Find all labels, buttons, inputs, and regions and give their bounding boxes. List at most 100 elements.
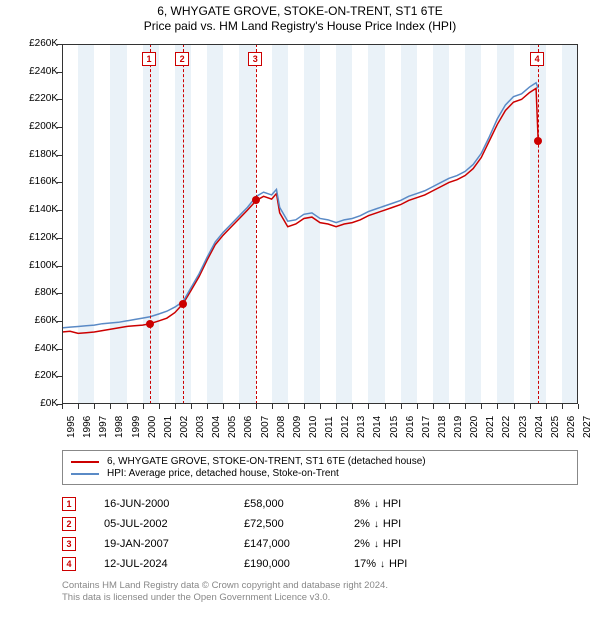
arrow-down-icon: ↓ (380, 559, 385, 570)
diff-pct: 17% (354, 558, 376, 570)
chart-container: 6, WHYGATE GROVE, STOKE-ON-TRENT, ST1 6T… (0, 0, 600, 620)
diff-pct: 2% (354, 538, 370, 550)
x-tick-mark (336, 404, 337, 409)
legend: 6, WHYGATE GROVE, STOKE-ON-TRENT, ST1 6T… (62, 450, 578, 485)
x-tick-mark (465, 404, 466, 409)
y-tick-label: £200K (6, 121, 58, 132)
x-tick-label: 2027 (582, 416, 593, 438)
sales-row-diff: 8%↓HPI (354, 498, 474, 510)
x-tick-label: 2002 (179, 416, 190, 438)
y-tick-label: £160K (6, 176, 58, 187)
legend-swatch (71, 473, 99, 475)
x-tick-label: 2021 (485, 416, 496, 438)
x-tick-mark (433, 404, 434, 409)
sales-row-diff: 2% ↓ HPI (354, 538, 474, 550)
x-tick-mark (191, 404, 192, 409)
x-tick-mark (417, 404, 418, 409)
x-tick-mark (562, 404, 563, 409)
sales-row-diff: 2%↓HPI (354, 518, 474, 530)
diff-vs: HPI (389, 558, 407, 570)
x-tick-mark (127, 404, 128, 409)
x-tick-mark (223, 404, 224, 409)
x-tick-mark (352, 404, 353, 409)
x-tick-mark (239, 404, 240, 409)
sales-row-date: 05-JUL-2002 (104, 518, 244, 530)
x-tick-label: 2008 (276, 416, 287, 438)
y-tick-label: £80K (6, 287, 58, 298)
x-tick-label: 2022 (501, 416, 512, 438)
x-tick-label: 2013 (356, 416, 367, 438)
sales-row-marker: 1 (62, 497, 76, 511)
x-tick-label: 2019 (453, 416, 464, 438)
sales-row-date: 16-JUN-2000 (104, 498, 244, 510)
x-tick-mark (320, 404, 321, 409)
legend-row: 6, WHYGATE GROVE, STOKE-ON-TRENT, ST1 6T… (71, 456, 569, 467)
y-tick-label: £0K (6, 398, 58, 409)
diff-pct: 8% (354, 498, 370, 510)
y-tick-label: £60K (6, 315, 58, 326)
x-tick-mark (143, 404, 144, 409)
x-tick-label: 1999 (131, 416, 142, 438)
sales-row-price: £72,500 (244, 518, 354, 530)
y-tick-label: £260K (6, 38, 58, 49)
sales-row-price: £190,000 (244, 558, 354, 570)
x-tick-mark (62, 404, 63, 409)
x-tick-label: 2023 (518, 416, 529, 438)
x-tick-label: 1995 (66, 416, 77, 438)
diff-vs: HPI (383, 518, 401, 530)
sales-row-date: 12-JUL-2024 (104, 558, 244, 570)
y-tick-label: £180K (6, 149, 58, 160)
legend-label: HPI: Average price, detached house, Stok… (107, 468, 339, 479)
x-tick-mark (94, 404, 95, 409)
x-tick-mark (481, 404, 482, 409)
sales-row-price: £58,000 (244, 498, 354, 510)
x-tick-label: 2005 (227, 416, 238, 438)
x-tick-label: 2026 (566, 416, 577, 438)
plot-border (62, 44, 578, 404)
x-tick-mark (514, 404, 515, 409)
x-tick-label: 2016 (405, 416, 416, 438)
y-tick-label: £220K (6, 93, 58, 104)
diff-vs: HPI (383, 498, 401, 510)
x-tick-label: 2003 (195, 416, 206, 438)
y-tick-label: £240K (6, 66, 58, 77)
sales-row: 205-JUL-2002£72,5002%↓HPI (62, 514, 578, 534)
x-tick-label: 2020 (469, 416, 480, 438)
x-tick-label: 1998 (114, 416, 125, 438)
x-tick-mark (546, 404, 547, 409)
x-tick-label: 2006 (243, 416, 254, 438)
x-tick-mark (110, 404, 111, 409)
title-line-1: 6, WHYGATE GROVE, STOKE-ON-TRENT, ST1 6T… (0, 4, 600, 18)
x-tick-mark (175, 404, 176, 409)
y-tick-label: £40K (6, 343, 58, 354)
x-tick-label: 2012 (340, 416, 351, 438)
x-tick-label: 2025 (550, 416, 561, 438)
y-tick-label: £100K (6, 260, 58, 271)
x-tick-label: 2014 (372, 416, 383, 438)
x-tick-mark (272, 404, 273, 409)
y-tick-label: £140K (6, 204, 58, 215)
x-tick-mark (530, 404, 531, 409)
x-tick-mark (401, 404, 402, 409)
x-tick-mark (449, 404, 450, 409)
footer-line-1: Contains HM Land Registry data © Crown c… (62, 580, 578, 592)
diff-vs: HPI (383, 538, 401, 550)
titles: 6, WHYGATE GROVE, STOKE-ON-TRENT, ST1 6T… (0, 0, 600, 33)
footer: Contains HM Land Registry data © Crown c… (62, 580, 578, 604)
x-tick-mark (578, 404, 579, 409)
x-tick-mark (304, 404, 305, 409)
legend-swatch (71, 461, 99, 463)
y-tick-label: £20K (6, 370, 58, 381)
legend-label: 6, WHYGATE GROVE, STOKE-ON-TRENT, ST1 6T… (107, 456, 426, 467)
x-tick-mark (368, 404, 369, 409)
title-line-2: Price paid vs. HM Land Registry's House … (0, 19, 600, 33)
sales-row-marker: 4 (62, 557, 76, 571)
sales-row: 4 12-JUL-2024£190,00017% ↓ HPI (62, 554, 578, 574)
sales-row-marker: 3 (62, 537, 76, 551)
x-tick-label: 2015 (389, 416, 400, 438)
arrow-down-icon: ↓ (374, 539, 379, 550)
x-tick-label: 2010 (308, 416, 319, 438)
sales-row: 1 16-JUN-2000£58,0008%↓HPI (62, 494, 578, 514)
x-tick-mark (288, 404, 289, 409)
legend-row: HPI: Average price, detached house, Stok… (71, 468, 569, 479)
